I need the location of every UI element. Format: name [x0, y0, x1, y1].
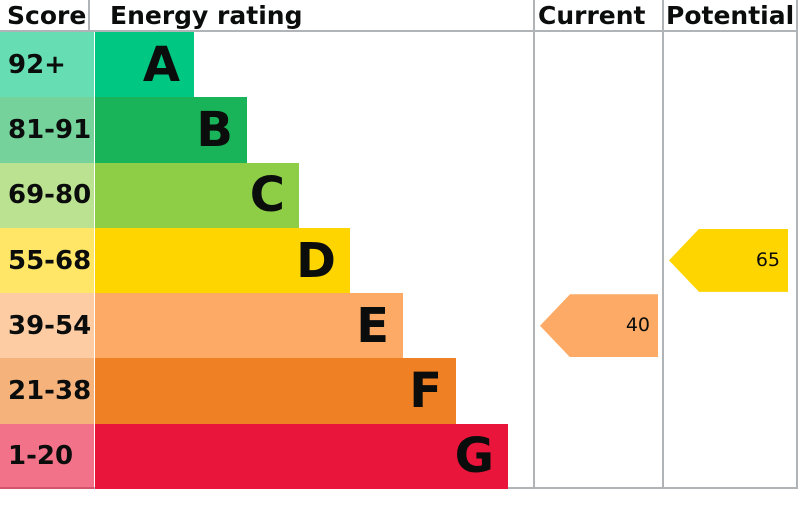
band-row: 55-68 D	[0, 227, 800, 294]
band-rows: 92+ A 81-91 B 69-80 C 55-68 D 39-54 E 21…	[0, 32, 800, 490]
band-row: 39-54 E	[0, 293, 800, 359]
current-rating-value: 40	[625, 314, 650, 337]
header-score: Score	[7, 1, 87, 30]
header-current: Current	[538, 1, 646, 30]
band-bar: G	[95, 423, 508, 490]
band-bar: B	[95, 97, 247, 163]
divider-current-column	[533, 0, 535, 489]
band-score-cell: 21-38	[0, 358, 94, 424]
band-row: 81-91 B	[0, 97, 800, 163]
header-potential: Potential	[666, 1, 795, 30]
band-score-cell: 55-68	[0, 227, 94, 294]
band-score-cell: 39-54	[0, 293, 94, 359]
band-score-cell: 92+	[0, 32, 94, 98]
band-row: 69-80 C	[0, 162, 800, 228]
band-bar: C	[95, 162, 299, 228]
band-row: 21-38 F	[0, 358, 800, 424]
band-score-cell: 69-80	[0, 162, 94, 228]
divider-potential-column	[662, 0, 664, 489]
band-bar: F	[95, 358, 456, 424]
border-right	[796, 0, 798, 489]
band-row: 1-20 G	[0, 423, 800, 490]
band-bar: A	[95, 32, 194, 98]
band-row: 92+ A	[0, 32, 800, 98]
potential-rating-value: 65	[755, 248, 780, 271]
border-header-bottom	[0, 30, 798, 32]
header-energy-rating: Energy rating	[110, 1, 303, 30]
divider-score-column	[88, 0, 90, 31]
band-bar: D	[95, 227, 350, 294]
band-score-cell: 1-20	[0, 423, 94, 490]
band-score-cell: 81-91	[0, 97, 94, 163]
band-bar: E	[95, 293, 403, 359]
